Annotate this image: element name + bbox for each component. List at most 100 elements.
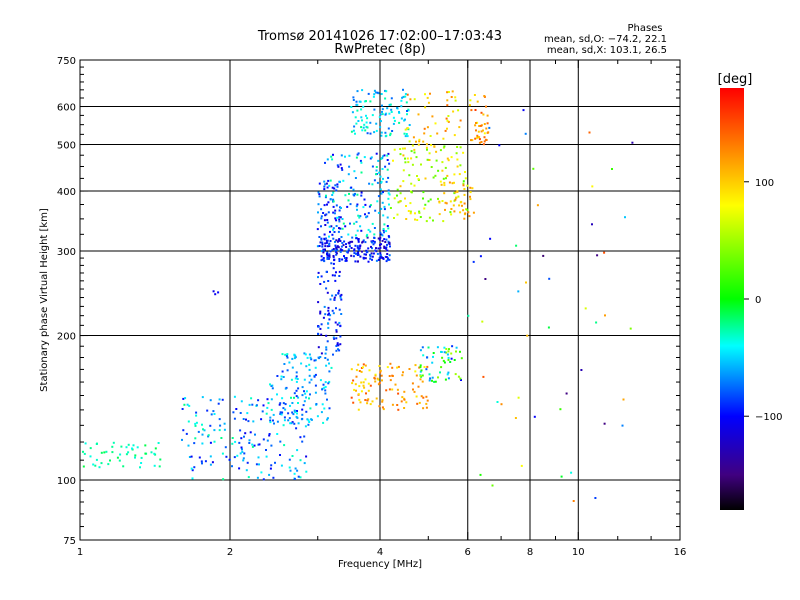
data-point	[375, 152, 378, 155]
data-point	[386, 257, 389, 260]
data-point	[262, 438, 265, 441]
data-point	[427, 346, 430, 349]
data-point	[419, 349, 422, 352]
data-point	[387, 227, 390, 230]
data-point	[358, 398, 361, 401]
data-point	[282, 424, 285, 427]
data-point	[485, 127, 488, 130]
data-point	[361, 89, 364, 92]
legend-title: Phases	[627, 23, 662, 34]
data-point	[319, 312, 322, 315]
data-point	[320, 323, 323, 326]
data-point	[464, 212, 467, 215]
data-point	[194, 437, 197, 440]
data-point	[360, 370, 363, 373]
data-point	[181, 438, 183, 441]
data-point	[439, 149, 442, 152]
data-point	[440, 351, 443, 353]
data-point	[463, 193, 466, 196]
data-point	[303, 378, 306, 381]
data-point	[478, 138, 481, 141]
data-point	[414, 212, 416, 215]
data-point	[193, 442, 196, 445]
data-point	[350, 396, 353, 399]
data-point	[355, 205, 358, 208]
data-point	[273, 422, 275, 425]
data-point	[271, 387, 274, 390]
data-point	[282, 376, 285, 378]
data-point	[412, 136, 415, 139]
data-point	[410, 157, 413, 160]
data-point	[386, 154, 389, 157]
data-point	[304, 353, 307, 356]
data-point	[426, 399, 429, 402]
data-point	[240, 400, 243, 403]
y-tick-label: 300	[57, 247, 76, 258]
data-point	[339, 325, 342, 328]
data-point	[415, 374, 418, 377]
data-point	[276, 433, 279, 435]
data-point	[299, 459, 302, 462]
data-point	[402, 180, 405, 183]
data-point	[297, 422, 300, 425]
data-point	[522, 109, 525, 112]
data-point	[371, 241, 373, 244]
data-point	[396, 106, 399, 109]
data-point	[374, 373, 377, 376]
data-point	[455, 196, 458, 199]
data-point	[308, 374, 311, 377]
data-point	[468, 215, 471, 218]
data-point	[280, 464, 283, 467]
legend-line-x: mean, sd,X: 103.1, 26.5	[547, 45, 667, 56]
data-point	[383, 223, 386, 226]
data-point	[340, 293, 343, 296]
data-point	[355, 369, 358, 372]
data-point	[214, 293, 217, 296]
data-point	[371, 183, 374, 186]
data-point	[321, 258, 324, 261]
data-point	[319, 356, 322, 358]
data-point	[384, 241, 387, 243]
data-point	[365, 121, 368, 124]
data-point	[425, 220, 428, 223]
data-point	[359, 255, 362, 258]
data-point	[303, 390, 305, 393]
data-point	[291, 411, 294, 414]
data-point	[352, 193, 355, 196]
data-point	[328, 253, 331, 256]
data-point	[446, 174, 449, 177]
data-point	[327, 201, 330, 204]
data-point	[517, 396, 520, 399]
data-point	[127, 451, 130, 454]
data-point	[272, 419, 274, 422]
data-point	[355, 122, 358, 125]
data-point	[447, 350, 450, 353]
data-point	[375, 247, 377, 250]
data-point	[320, 238, 323, 241]
data-point	[373, 93, 376, 96]
data-point	[109, 459, 111, 462]
data-point	[458, 204, 461, 207]
data-point	[412, 388, 414, 391]
data-point	[491, 484, 494, 487]
data-point	[327, 254, 330, 257]
data-point	[383, 245, 386, 248]
data-point	[279, 411, 282, 414]
data-point	[314, 384, 317, 387]
data-point	[373, 241, 376, 244]
data-point	[295, 375, 298, 378]
data-point	[284, 387, 287, 390]
data-point	[366, 399, 369, 402]
data-point	[380, 131, 383, 134]
data-point	[217, 402, 220, 405]
data-point	[378, 256, 381, 259]
data-point	[381, 168, 384, 170]
data-point	[278, 403, 281, 406]
data-point	[463, 188, 466, 190]
data-point	[453, 181, 455, 184]
data-point	[611, 168, 613, 170]
data-point	[419, 374, 422, 377]
data-point	[441, 169, 444, 172]
data-point	[405, 401, 408, 404]
data-point	[409, 210, 412, 213]
